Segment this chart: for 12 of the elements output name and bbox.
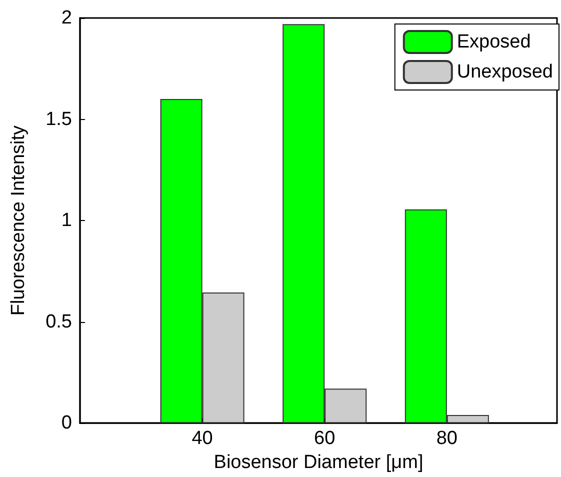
y-tick-label: 0 [61, 412, 72, 434]
legend-label: Unexposed [456, 62, 553, 82]
x-axis-title: Biosensor Diameter [μm] [214, 452, 424, 473]
x-tick-label: 40 [192, 428, 213, 450]
legend-label: Exposed [456, 32, 531, 52]
y-tick-label: 2 [61, 8, 72, 28]
y-axis-title: Fluorescence Intensity [8, 125, 29, 316]
x-tick-label: 80 [436, 428, 458, 450]
y-tick-label: 0.5 [46, 311, 72, 332]
x-tick-label: 60 [314, 428, 336, 450]
y-tick-label: 1.5 [46, 108, 72, 130]
y-tick-label: 1 [61, 210, 72, 232]
